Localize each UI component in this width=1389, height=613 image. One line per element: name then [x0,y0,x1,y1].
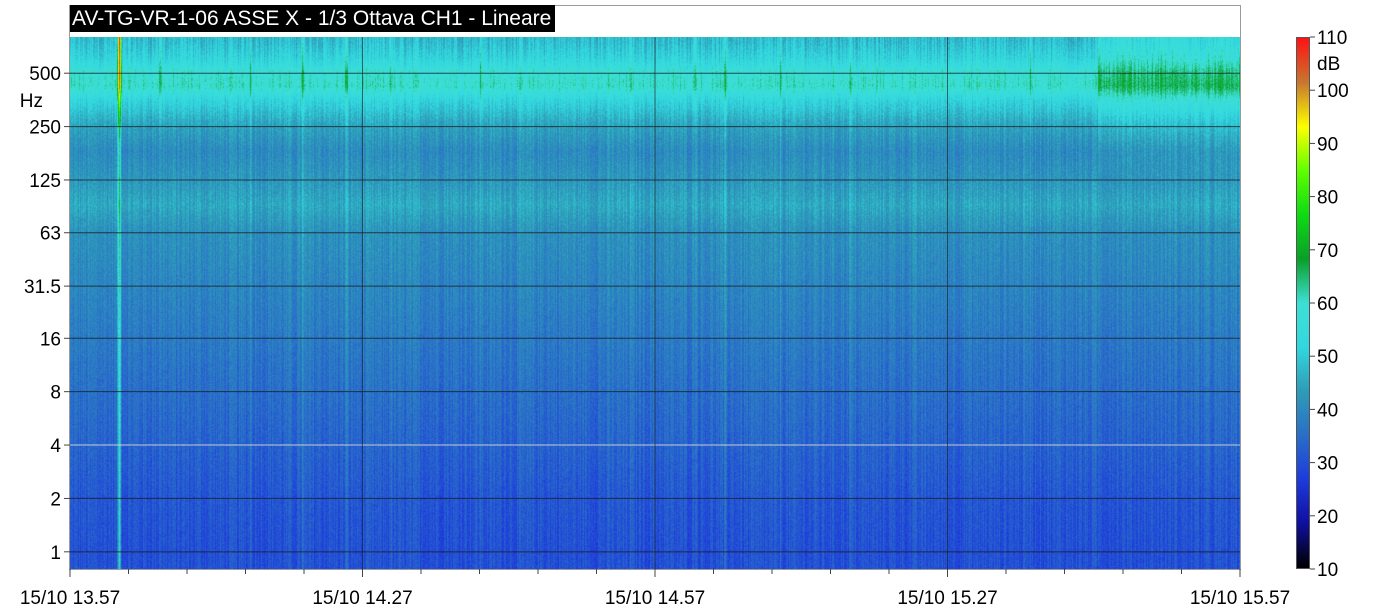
colorbar-tick-label: 40 [1317,400,1338,421]
colorbar-tick-label: 60 [1317,294,1338,315]
colorbar-tick-label: 50 [1317,347,1338,368]
colorbar [1296,37,1310,569]
x-tick-label: 15/10 14.27 [312,588,412,609]
colorbar-gradient [1297,38,1309,568]
colorbar-tick-label: 110 [1317,28,1347,49]
y-tick-label: 1 [50,543,61,564]
chart-title: AV-TG-VR-1-06 ASSE X - 1/3 Ottava CH1 - … [70,5,556,32]
x-tick-label: 15/10 14.57 [605,588,705,609]
colorbar-tick-label: 80 [1317,188,1338,209]
x-tick-label: 15/10 15.27 [897,588,997,609]
colorbar-tick-label: 90 [1317,134,1338,155]
colorbar-unit-label: dB [1317,54,1340,75]
colorbar-tick-label: 70 [1317,241,1338,262]
y-axis-unit-label: Hz [20,91,43,112]
y-tick-label: 500 [29,64,61,85]
y-tick-label: 2 [50,489,61,510]
colorbar-tick-label: 20 [1317,507,1338,528]
spectrogram-plot-area [70,37,1240,569]
y-tick-label: 8 [50,383,61,404]
y-tick-label: 16 [40,329,61,350]
y-tick-label: 31.5 [24,277,61,298]
y-tick-label: 125 [29,171,61,192]
y-tick-label: 63 [40,224,61,245]
spectrogram-heatmap [70,37,1240,569]
colorbar-tick-label: 30 [1317,454,1338,475]
x-tick-label: 15/10 15.57 [1190,588,1290,609]
y-tick-label: 4 [50,436,61,457]
colorbar-tick-label: 100 [1317,81,1349,102]
colorbar-tick-label: 10 [1317,560,1338,581]
y-tick-label: 250 [29,118,61,139]
x-tick-label: 15/10 13.57 [20,588,120,609]
